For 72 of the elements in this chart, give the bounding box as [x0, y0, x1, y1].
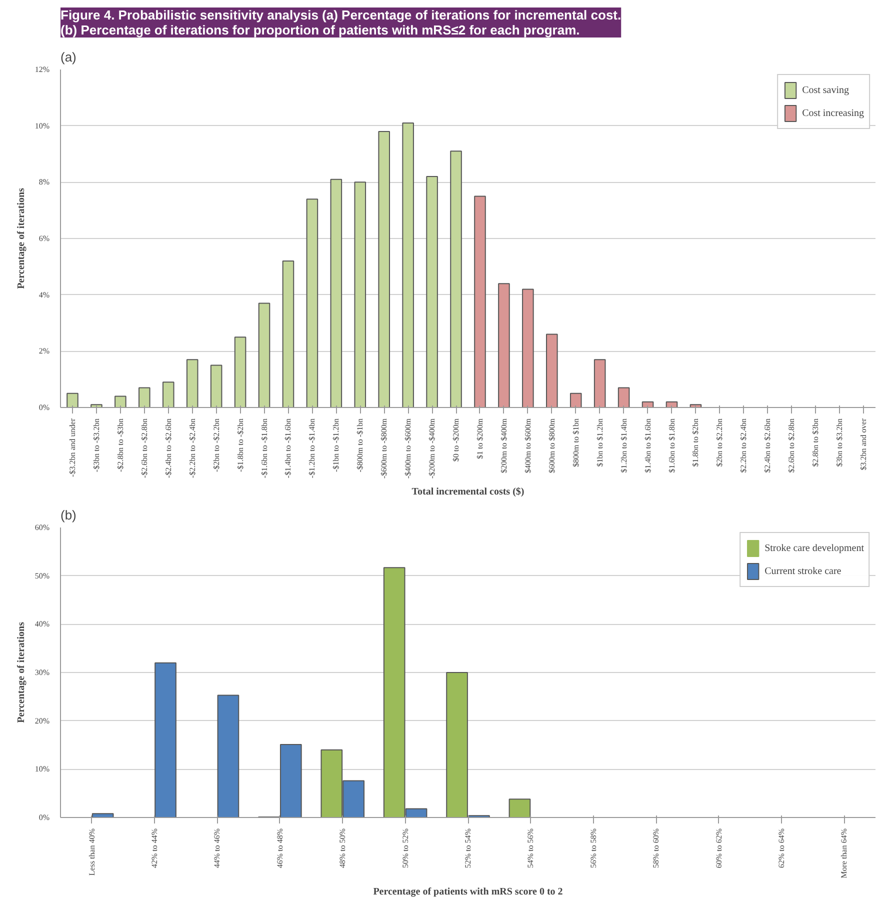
x-tick-label: 56% to 58% — [588, 828, 598, 868]
x-tick-label: $2bn to $2.2bn — [715, 418, 724, 467]
x-tick-label: -$1.6bn to -$1.8bn — [260, 418, 269, 478]
x-tick-label: -$2.2bn to -$2.4bn — [188, 418, 197, 478]
x-tick-label: 58% to 60% — [652, 828, 661, 868]
x-tick-label: 48% to 50% — [338, 828, 348, 868]
x-tick-label: 60% to 62% — [714, 828, 724, 868]
chart-subtitle: (a) — [60, 50, 76, 64]
x-tick-label: More than 64% — [840, 828, 849, 878]
x-tick-label: -$400m to -$600m — [404, 418, 413, 478]
x-tick-label: $1 to $200m — [475, 418, 484, 459]
y-tick-label: 6% — [38, 234, 50, 243]
x-tick-label: 54% to 56% — [526, 828, 536, 868]
x-tick-label: 52% to 54% — [464, 828, 472, 868]
x-tick-label: $1.6bn to $1.8bn — [667, 418, 676, 473]
x-tick-label: -$800m to -$1bn — [356, 418, 365, 472]
x-tick-label: $1.2bn to $1.4bn — [619, 418, 628, 473]
x-tick-label: -$2.8bn to -$3bn — [116, 418, 125, 472]
x-tick-label: $0 to -$200m — [452, 418, 461, 462]
legend-label: Stroke care development — [764, 542, 864, 554]
x-tick-label: $3bn to $3.2bn — [835, 418, 844, 467]
y-tick-label: 40% — [34, 620, 50, 629]
x-tick-label: 46% to 48% — [275, 828, 284, 868]
x-tick-label: 42% to 44% — [150, 828, 160, 868]
legend-label: Current stroke care — [764, 566, 842, 576]
y-tick-label: 12% — [34, 65, 50, 74]
x-tick-label: -$600m to -$800m — [380, 418, 389, 478]
y-tick-label: 0% — [38, 813, 50, 822]
x-tick-label: -$1.8bn to -$2bn — [236, 418, 245, 472]
x-tick-label: $3.2bn and over — [859, 418, 868, 470]
chart-title: Figure 4. Probabilistic sensitivity analysis (a) Percentage of iterations for incremental cost. (b) Percentage of iterations for proportion of patients with mRS≤2 for each program. — [60, 8, 622, 38]
x-tick-label: $200m to $400m — [499, 418, 508, 474]
x-tick-label: $2.2bn to $2.4bn — [739, 418, 748, 473]
x-tick-label: 50% to 52% — [400, 828, 410, 868]
y-tick-label: 4% — [38, 290, 50, 300]
x-tick-label: $1bn to $1.2bn — [595, 418, 604, 467]
y-tick-label: 0% — [38, 403, 50, 412]
x-tick-label: 62% to 64% — [776, 828, 786, 868]
y-tick-label: 8% — [38, 178, 50, 187]
y-tick-label: 10% — [34, 764, 50, 774]
x-tick-label: $2.4bn to $2.6bn — [763, 418, 772, 473]
x-tick-label: $2.6bn to $2.8bn — [787, 418, 796, 473]
x-tick-label: $2.8bn to $3bn — [811, 418, 820, 467]
legend-label: Cost saving — [802, 84, 850, 96]
y-tick-label: 10% — [34, 121, 50, 130]
legend-label: Cost increasing — [802, 108, 864, 118]
x-tick-label: -$1.4bn to -$1.6bn — [284, 418, 293, 478]
x-tick-label: $1.4bn to $1.6bn — [643, 418, 652, 473]
y-tick-label: 50% — [34, 571, 50, 580]
x-tick-label: $1.8bn to $2bn — [691, 418, 700, 467]
x-tick-label: -$1bn to -$1.2bn — [332, 418, 341, 472]
x-tick-label: $400m to $600m — [523, 418, 532, 474]
x-tick-label: Less than 40% — [87, 828, 96, 876]
x-tick-label: 44% to 46% — [212, 828, 222, 868]
x-axis-title: Total incremental costs ($) — [412, 486, 524, 498]
y-tick-label: 2% — [38, 346, 50, 356]
x-tick-label: -$3bn to -$3.2bn — [92, 418, 101, 472]
y-tick-label: 20% — [34, 716, 50, 726]
y-axis-title: Percentage of iterations — [16, 622, 27, 723]
chart-title: (b) — [60, 508, 76, 522]
y-tick-label: 30% — [34, 668, 50, 677]
x-tick-label: -$2.6bn to -$2.8bn — [140, 418, 149, 478]
x-tick-label: -$2bn to -$2.2bn — [212, 418, 221, 472]
y-axis-title: Percentage of iterations — [16, 188, 27, 289]
x-tick-label: $600m to $800m — [547, 418, 556, 474]
x-axis-title: Percentage of patients with mRS score 0 to 2 — [373, 886, 563, 898]
y-tick-label: 60% — [34, 523, 50, 532]
x-tick-label: $800m to $1bn — [571, 418, 580, 467]
x-tick-label: -$1.2bn to -$1.4bn — [308, 418, 317, 478]
x-tick-label: -$200m to -$400m — [428, 418, 437, 478]
x-tick-label: -$2.4bn to -$2.6bn — [164, 418, 173, 478]
x-tick-label: -$3.2bn and under — [68, 418, 77, 477]
